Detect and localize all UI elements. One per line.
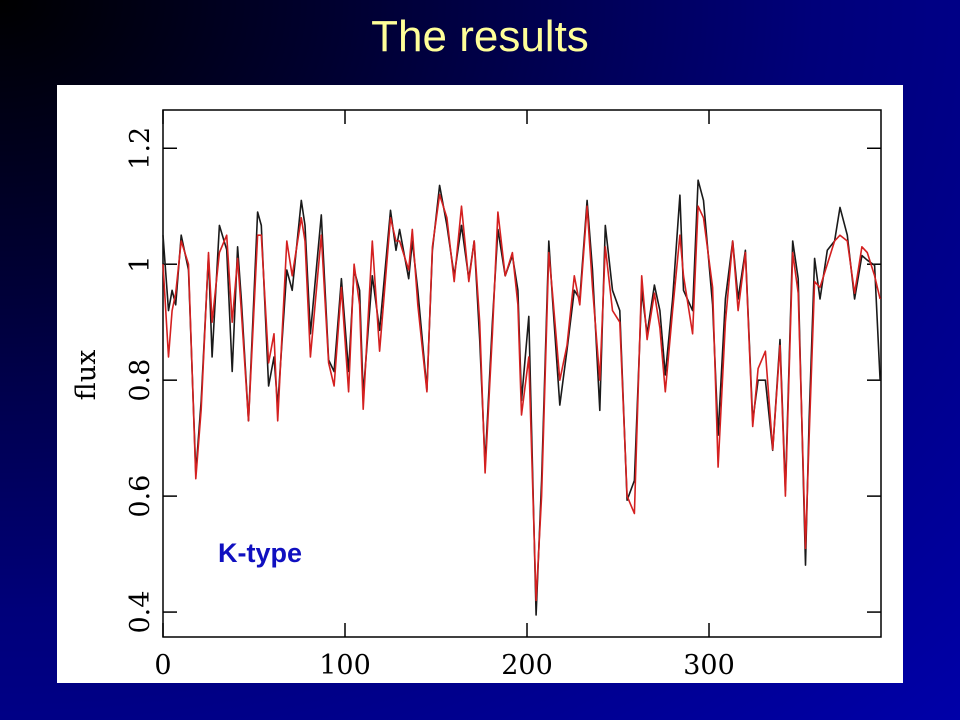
chart: flux K-type 0 100 200 300 0.4 0.6 0.8 1 1.2 [71, 109, 882, 681]
series-line [162, 179, 881, 616]
x-tick-label: 300 [683, 650, 735, 681]
slide-title: The results [371, 12, 589, 61]
x-tick-label: 100 [319, 650, 371, 681]
chart-panel: flux K-type 0 100 200 300 0.4 0.6 0.8 1 1.2 [57, 85, 903, 683]
y-tick-label: 1 [125, 256, 156, 273]
y-tick-label: 0.4 [125, 591, 156, 634]
annotation: K-type [218, 538, 302, 568]
y-axis-label: flux [71, 350, 102, 401]
plot-frame [162, 109, 882, 638]
y-tick-label: 0.8 [125, 359, 156, 402]
series-line [162, 193, 881, 602]
x-tick-label: 200 [501, 650, 553, 681]
y-tick-label: 0.6 [125, 475, 156, 518]
x-tick-label: 0 [154, 650, 171, 681]
y-tick-label: 1.2 [125, 127, 156, 170]
